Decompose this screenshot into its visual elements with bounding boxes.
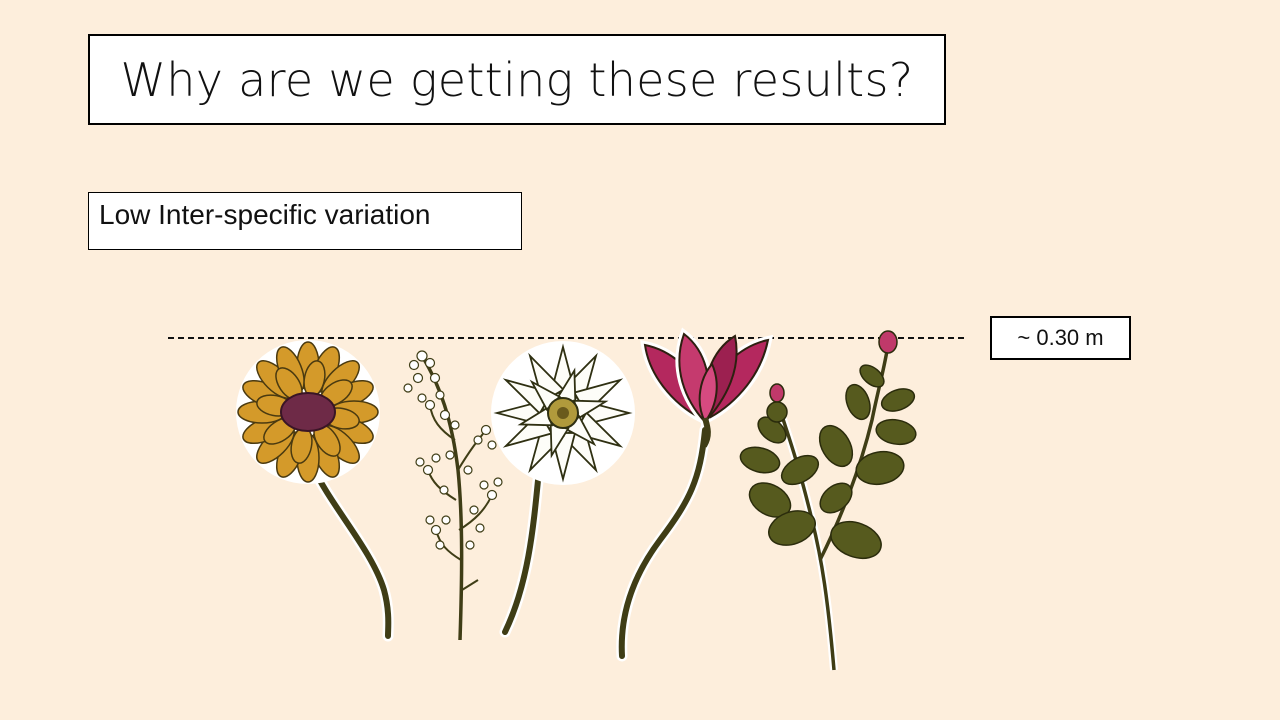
slide-subtitle: Low Inter-specific variation: [99, 199, 431, 230]
sunflower-illustration: [236, 340, 394, 642]
leafy-sprig-illustration: [739, 330, 917, 671]
babys-breath-illustration: [403, 350, 503, 641]
white-dahlia-illustration: [491, 341, 635, 638]
height-marker-label: ~ 0.30 m: [1017, 325, 1104, 350]
subtitle-box: Low Inter-specific variation: [88, 192, 522, 250]
magnolia-illustration: [616, 327, 774, 662]
height-marker-box: ~ 0.30 m: [990, 316, 1131, 360]
height-reference-line: [168, 337, 964, 339]
title-box: Why are we getting these results?: [88, 34, 946, 125]
slide-title: Why are we getting these results?: [120, 52, 914, 107]
